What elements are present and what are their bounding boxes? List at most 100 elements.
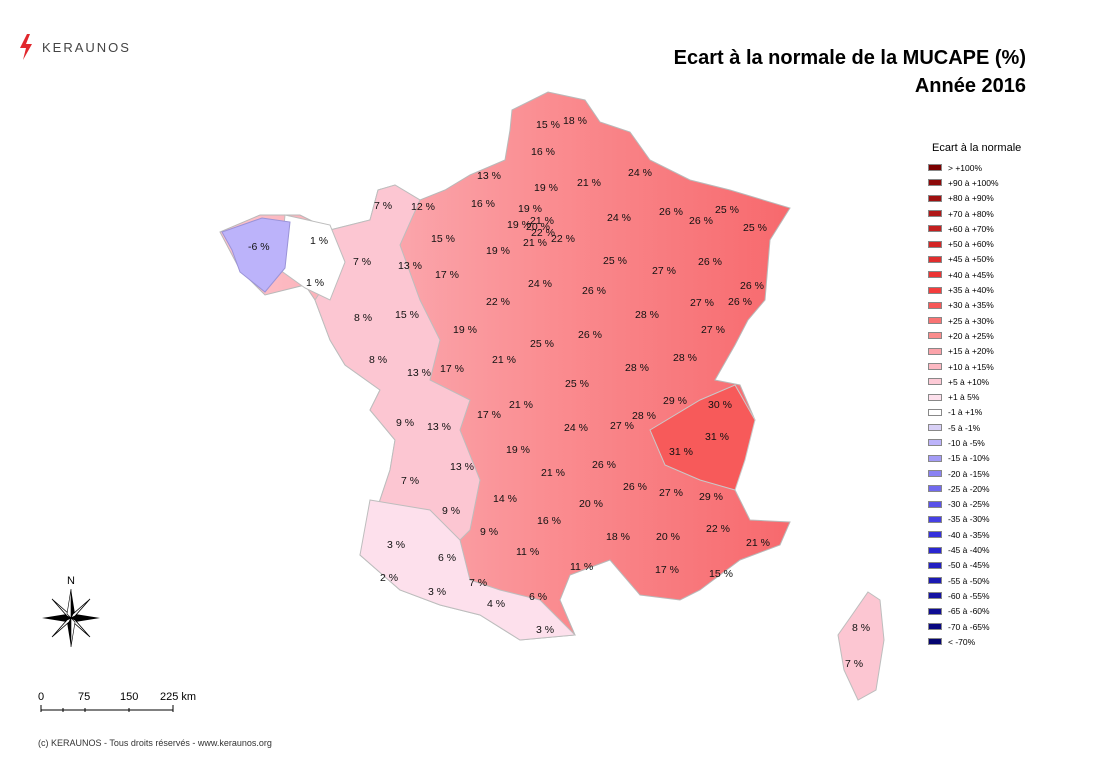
legend-label: +50 à +60% bbox=[948, 239, 994, 250]
copyright-footer: (c) KERAUNOS - Tous droits réservés - ww… bbox=[38, 738, 272, 748]
dept-label: 19 % bbox=[506, 444, 530, 456]
legend-item: -35 à -30% bbox=[928, 512, 1021, 527]
legend-swatch bbox=[928, 470, 942, 478]
legend-swatch bbox=[928, 164, 942, 172]
dept-label: 16 % bbox=[531, 146, 555, 158]
dept-label: 9 % bbox=[442, 505, 460, 517]
legend-label: -45 à -40% bbox=[948, 545, 990, 556]
dept-label: 19 % bbox=[518, 203, 542, 215]
dept-label: 3 % bbox=[387, 539, 405, 551]
legend-swatch bbox=[928, 607, 942, 615]
legend-swatch bbox=[928, 424, 942, 432]
legend-label: < -70% bbox=[948, 636, 976, 647]
legend-label: -65 à -60% bbox=[948, 606, 990, 617]
legend-item: -65 à -60% bbox=[928, 604, 1021, 619]
legend-item: -70 à -65% bbox=[928, 619, 1021, 634]
dept-label: 8 % bbox=[852, 622, 870, 634]
legend-item: > +100% bbox=[928, 160, 1021, 175]
dept-label: 13 % bbox=[450, 461, 474, 473]
lightning-icon bbox=[20, 34, 32, 60]
legend-label: -55 à -50% bbox=[948, 575, 990, 586]
dept-label: 13 % bbox=[398, 260, 422, 272]
legend-item: -40 à -35% bbox=[928, 527, 1021, 542]
dept-label: 26 % bbox=[592, 459, 616, 471]
dept-label: 21 % bbox=[541, 467, 565, 479]
legend-swatch bbox=[928, 638, 942, 646]
dept-label: 29 % bbox=[699, 491, 723, 503]
dept-label: 30 % bbox=[708, 399, 732, 411]
dept-label: 29 % bbox=[663, 395, 687, 407]
dept-label: 8 % bbox=[369, 354, 387, 366]
dept-label: 22 % bbox=[486, 296, 510, 308]
dept-label: 21 % bbox=[492, 354, 516, 366]
dept-label: 27 % bbox=[701, 324, 725, 336]
scale-tick-0: 0 bbox=[38, 691, 44, 703]
dept-label: 13 % bbox=[427, 421, 451, 433]
dept-label: 13 % bbox=[407, 367, 431, 379]
dept-label: 9 % bbox=[480, 526, 498, 538]
dept-label: 31 % bbox=[669, 446, 693, 458]
dept-label: 20 % bbox=[656, 531, 680, 543]
north-arrow: N bbox=[40, 575, 102, 654]
legend-label: +10 à +15% bbox=[948, 361, 994, 372]
legend-swatch bbox=[928, 179, 942, 187]
dept-label: 7 % bbox=[374, 200, 392, 212]
dept-label: 19 % bbox=[486, 245, 510, 257]
legend-label: +70 à +80% bbox=[948, 208, 994, 219]
dept-label: 6 % bbox=[438, 552, 456, 564]
dept-label: 24 % bbox=[628, 167, 652, 179]
title-line-1: Ecart à la normale de la MUCAPE (%) bbox=[673, 47, 1026, 69]
dept-label: 15 % bbox=[709, 568, 733, 580]
dept-label: 3 % bbox=[428, 586, 446, 598]
legend-swatch bbox=[928, 408, 942, 416]
dept-label: 20 % bbox=[579, 498, 603, 510]
legend-swatch bbox=[928, 363, 942, 370]
legend-swatch bbox=[928, 271, 942, 279]
legend-label: -1 à +1% bbox=[948, 407, 983, 418]
legend-swatch bbox=[928, 347, 942, 355]
dept-label: 11 % bbox=[570, 561, 593, 573]
legend-rows: > +100% +90 à +100% +80 à +90% +70 à +80% +6… bbox=[928, 160, 1021, 650]
legend-item: -5 à -1% bbox=[928, 420, 1021, 435]
legend-label: +30 à +35% bbox=[948, 300, 994, 311]
dept-label: 17 % bbox=[477, 409, 501, 421]
dept-label: 24 % bbox=[528, 278, 552, 290]
legend-swatch bbox=[928, 332, 942, 340]
legend-label: -60 à -55% bbox=[948, 590, 990, 601]
legend-item: -10 à -5% bbox=[928, 435, 1021, 450]
legend-swatch bbox=[928, 378, 942, 386]
legend-swatch bbox=[928, 286, 942, 294]
legend-item: -1 à +1% bbox=[928, 405, 1021, 420]
dept-label: 18 % bbox=[563, 115, 587, 127]
scale-tick-2: 150 bbox=[120, 691, 138, 703]
dept-label: 14 % bbox=[493, 493, 517, 505]
dept-label: 21 % bbox=[509, 399, 533, 411]
dept-label: 15 % bbox=[536, 119, 560, 131]
legend-label: +90 à +100% bbox=[948, 177, 999, 188]
legend-label: -25 à -20% bbox=[948, 483, 990, 494]
legend-item: +5 à +10% bbox=[928, 374, 1021, 389]
legend-item: -45 à -40% bbox=[928, 542, 1021, 557]
legend-item: < -70% bbox=[928, 634, 1021, 649]
dept-label: 25 % bbox=[565, 378, 589, 390]
legend-label: +60 à +70% bbox=[948, 223, 994, 234]
dept-label: 27 % bbox=[610, 420, 634, 432]
legend-item: +40 à +45% bbox=[928, 267, 1021, 282]
dept-label: 16 % bbox=[471, 198, 495, 210]
dept-label: 12 % bbox=[411, 201, 435, 213]
dept-label: 3 % bbox=[536, 624, 554, 636]
legend-label: +25 à +30% bbox=[948, 315, 994, 326]
dept-label: 19 % bbox=[453, 324, 477, 336]
legend-swatch bbox=[928, 623, 942, 631]
compass-rose-icon bbox=[42, 588, 100, 648]
legend-swatch bbox=[928, 561, 942, 569]
legend: Ecart à la normale > +100% +90 à +100% +80… bbox=[928, 142, 1021, 650]
department-labels: 15 % 18 % 16 % 13 % 19 % 21 % 24 % 7 % 1… bbox=[248, 115, 870, 670]
legend-label: -50 à -45% bbox=[948, 560, 990, 571]
mainland-france bbox=[219, 91, 791, 641]
dept-label: 26 % bbox=[689, 215, 713, 227]
legend-swatch bbox=[928, 255, 942, 263]
dept-label: 26 % bbox=[623, 481, 647, 493]
legend-item: -30 à -25% bbox=[928, 497, 1021, 512]
